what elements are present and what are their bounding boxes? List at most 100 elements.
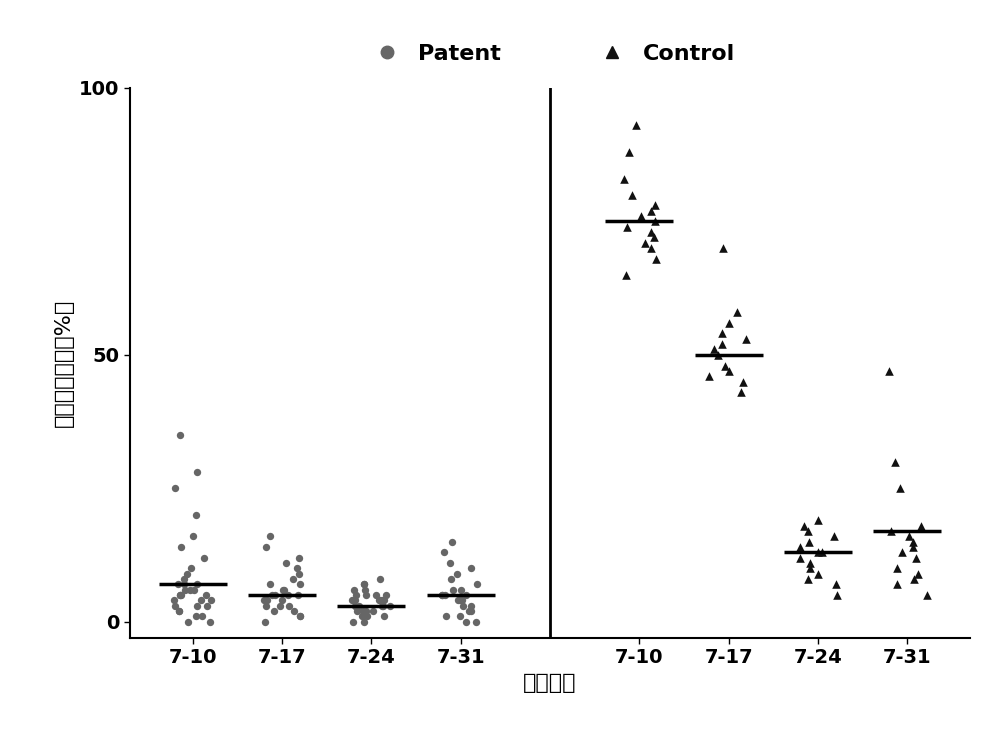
- Point: [729, 306, 745, 318]
- Point: [908, 552, 924, 564]
- Point: [648, 253, 664, 265]
- Point: [721, 365, 737, 377]
- Point: [188, 611, 204, 622]
- Point: [800, 573, 816, 585]
- Point: [378, 589, 394, 601]
- Point: [286, 605, 302, 617]
- Point: [180, 616, 196, 627]
- Point: [291, 568, 307, 580]
- Point: [167, 600, 183, 611]
- Point: [445, 583, 461, 595]
- Point: [463, 605, 479, 617]
- Point: [188, 509, 204, 521]
- Point: [259, 594, 275, 606]
- Point: [901, 531, 917, 542]
- Point: [905, 536, 921, 548]
- Point: [469, 578, 485, 590]
- Point: [814, 546, 830, 558]
- Point: [289, 562, 305, 574]
- Point: [203, 594, 219, 606]
- Point: [453, 583, 469, 595]
- Point: [183, 562, 199, 574]
- Point: [347, 600, 363, 611]
- Point: [172, 429, 188, 441]
- Point: [166, 594, 182, 606]
- Point: [359, 611, 375, 622]
- Point: [272, 600, 288, 611]
- Point: [461, 605, 477, 617]
- Point: [347, 594, 363, 606]
- Point: [452, 611, 468, 622]
- Point: [354, 611, 370, 622]
- Point: [382, 600, 398, 611]
- Point: [919, 589, 935, 601]
- Point: [199, 600, 215, 611]
- Point: [458, 616, 474, 627]
- Point: [179, 568, 195, 580]
- Point: [290, 589, 306, 601]
- Point: [189, 578, 205, 590]
- Point: [345, 616, 361, 627]
- Point: [621, 146, 637, 158]
- Point: [905, 541, 921, 553]
- Point: [714, 328, 730, 339]
- Point: [883, 525, 899, 537]
- Point: [452, 594, 468, 606]
- Point: [170, 578, 186, 590]
- Point: [829, 589, 845, 601]
- Point: [258, 541, 274, 553]
- Y-axis label: 成熟果虫害率（%）: 成熟果虫害率（%）: [54, 299, 74, 427]
- Point: [176, 573, 192, 585]
- Point: [792, 541, 808, 553]
- Point: [356, 616, 372, 627]
- Point: [889, 578, 905, 590]
- Point: [264, 589, 280, 601]
- Point: [374, 600, 390, 611]
- Point: [449, 568, 465, 580]
- Point: [618, 269, 634, 281]
- Point: [348, 589, 364, 601]
- Point: [172, 589, 188, 601]
- Point: [894, 546, 910, 558]
- Point: [292, 611, 308, 622]
- Point: [706, 344, 722, 356]
- Point: [647, 216, 663, 227]
- Point: [616, 173, 632, 185]
- Point: [443, 573, 459, 585]
- Point: [193, 594, 209, 606]
- Point: [913, 520, 929, 531]
- Point: [810, 546, 826, 558]
- Point: [375, 600, 391, 611]
- Point: [202, 616, 218, 627]
- Point: [285, 573, 301, 585]
- Point: [376, 611, 392, 622]
- Point: [274, 594, 290, 606]
- Point: [437, 589, 453, 601]
- Point: [802, 562, 818, 574]
- Point: [735, 375, 751, 387]
- Point: [701, 370, 717, 382]
- Point: [810, 568, 826, 580]
- Point: [463, 562, 479, 574]
- Point: [633, 210, 649, 222]
- Point: [358, 589, 374, 601]
- Point: [444, 536, 460, 548]
- Point: [262, 531, 278, 542]
- Point: [647, 199, 663, 211]
- Point: [434, 589, 450, 601]
- Point: [372, 573, 388, 585]
- Point: [637, 237, 653, 248]
- Point: [434, 589, 450, 601]
- Point: [167, 482, 183, 494]
- Point: [881, 365, 897, 377]
- Point: [619, 221, 635, 232]
- Point: [450, 594, 466, 606]
- Point: [176, 578, 192, 590]
- Point: [189, 600, 205, 611]
- Point: [643, 205, 659, 216]
- Point: [278, 557, 294, 569]
- Point: [714, 339, 730, 350]
- Point: [802, 557, 818, 569]
- Point: [185, 531, 201, 542]
- Point: [186, 583, 202, 595]
